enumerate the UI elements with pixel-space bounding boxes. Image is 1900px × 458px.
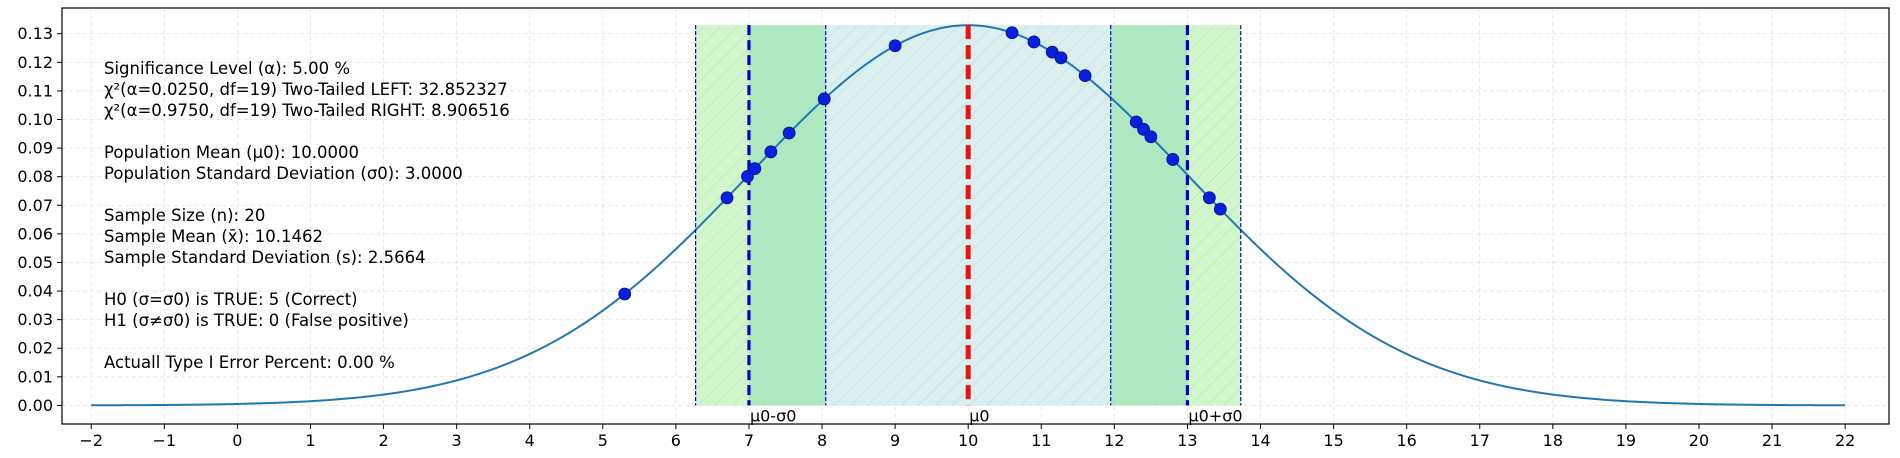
y-tick-label: 0.02: [17, 339, 53, 358]
stats-annotation: Significance Level (α): 5.00 % χ²(α=0.025…: [104, 59, 510, 372]
sample-point: [618, 287, 632, 301]
x-tick-label: 3: [452, 431, 462, 450]
annotation-line: Population Mean (μ0): 10.0000: [104, 143, 359, 162]
x-tick-label: 0: [232, 431, 242, 450]
x-tick-label: 8: [817, 431, 827, 450]
x-tick-label: 2: [378, 431, 388, 450]
y-tick-label: 0.12: [17, 53, 53, 72]
sample-point: [1213, 202, 1227, 216]
y-tick-label: 0.08: [17, 167, 53, 186]
vertical-line-label: μ0: [969, 406, 989, 425]
y-tick-label: 0.09: [17, 139, 53, 158]
x-tick-label: 14: [1250, 431, 1270, 450]
sample-point: [1202, 191, 1216, 205]
plot-frame: [61, 7, 1890, 425]
x-tick-label: 17: [1470, 431, 1490, 450]
annotation-line: χ²(α=0.9750, df=19) Two-Tailed RIGHT: 8.…: [104, 101, 510, 120]
x-tick-label: 11: [1031, 431, 1051, 450]
sample-point: [1054, 51, 1068, 65]
x-tick-label: 4: [525, 431, 535, 450]
y-tick-label: 0.10: [17, 110, 53, 129]
sample-point: [748, 162, 762, 176]
sample-point: [764, 145, 778, 159]
shaded-region: [1110, 25, 1188, 406]
annotation-line: H1 (σ≠σ0) is TRUE: 0 (False positive): [104, 311, 409, 330]
vertical-line-label: μ0+σ0: [1188, 406, 1242, 425]
sample-point: [782, 126, 796, 140]
x-tick-label: −2: [79, 431, 103, 450]
sample-point: [1078, 69, 1092, 83]
axes: [61, 7, 1890, 425]
annotation-line: χ²(α=0.0250, df=19) Two-Tailed LEFT: 32.…: [104, 80, 508, 99]
y-tick-label: 0.01: [17, 367, 53, 386]
y-axis-ticks: 0.00 0.01 0.02 0.03 0.04 0.05 0.06 0.07 0.08 0.09…: [17, 24, 62, 415]
x-tick-label: 1: [305, 431, 315, 450]
y-tick-label: 0.13: [17, 24, 53, 43]
x-tick-label: 5: [598, 431, 608, 450]
sample-point: [1005, 26, 1019, 40]
x-tick-label: 21: [1762, 431, 1782, 450]
y-tick-label: 0.03: [17, 310, 53, 329]
sample-point: [1166, 153, 1180, 166]
sample-points: [618, 26, 1227, 301]
x-tick-label: 22: [1835, 431, 1855, 450]
x-tick-label: 19: [1616, 431, 1636, 450]
x-tick-label: 18: [1543, 431, 1563, 450]
annotation-line: Sample Mean (x̄): 10.1462: [104, 227, 323, 246]
annotation-line: Actuall Type I Error Percent: 0.00 %: [104, 353, 395, 372]
y-tick-label: 0.07: [17, 196, 53, 215]
x-tick-label: 16: [1396, 431, 1416, 450]
sample-point: [1027, 35, 1041, 49]
y-tick-label: 0.06: [17, 224, 53, 243]
vertical-lines: [695, 25, 1242, 406]
sample-point: [817, 92, 831, 106]
y-tick-label: 0.00: [17, 396, 53, 415]
x-tick-label: 20: [1689, 431, 1709, 450]
y-tick-label: 0.04: [17, 282, 53, 301]
x-tick-label: 7: [744, 431, 754, 450]
vertical-line-labels: μ0-σ0 μ0 μ0+σ0: [750, 406, 1243, 425]
vertical-line-label: μ0-σ0: [750, 406, 796, 425]
y-tick-label: 0.11: [17, 81, 53, 100]
annotation-line: H0 (σ=σ0) is TRUE: 5 (Correct): [104, 290, 358, 309]
sample-point: [1144, 130, 1158, 144]
x-tick-label: 9: [890, 431, 900, 450]
x-tick-label: 6: [671, 431, 681, 450]
annotation-line: Sample Size (n): 20: [104, 206, 265, 225]
annotation-line: Significance Level (α): 5.00 %: [104, 59, 350, 78]
annotation-line: Sample Standard Deviation (s): 2.5664: [104, 248, 426, 267]
x-tick-label: 12: [1104, 431, 1124, 450]
y-tick-label: 0.05: [17, 253, 53, 272]
x-tick-label: −1: [153, 431, 177, 450]
x-axis-ticks: −2 −1 0 1 2 3 4 5 6 7 8 9 10 11 12 13 14 15 16 17 18 19 20 21 22: [79, 424, 1855, 450]
x-tick-label: 13: [1177, 431, 1197, 450]
annotation-line: Population Standard Deviation (σ0): 3.00…: [104, 164, 463, 183]
shaded-region: [748, 25, 826, 406]
sample-point: [888, 39, 902, 53]
sample-point: [720, 191, 734, 205]
x-tick-label: 10: [958, 431, 978, 450]
x-tick-label: 15: [1323, 431, 1343, 450]
